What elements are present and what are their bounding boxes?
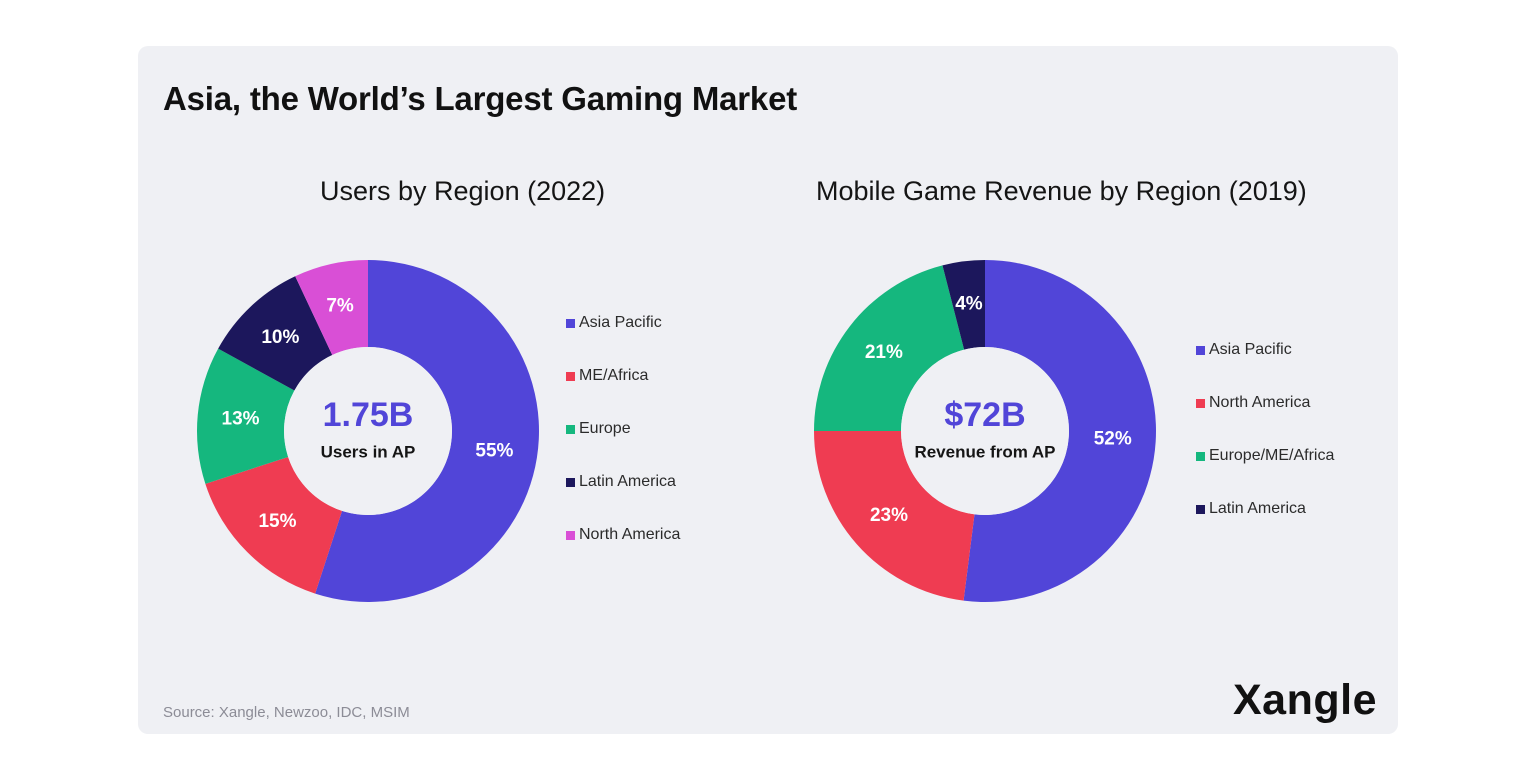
page-title: Asia, the World’s Largest Gaming Market (163, 80, 798, 117)
legend-label: Asia Pacific (579, 314, 662, 331)
legend-label: North America (1209, 394, 1311, 411)
slice-latin-america (218, 276, 333, 391)
slice-label-latin-america: 4% (955, 294, 983, 315)
slice-label-europe: 13% (222, 408, 260, 429)
slice-label-europe-me-africa: 21% (865, 342, 903, 363)
legend-item-europe-me-africa: Europe/ME/Africa (1196, 447, 1334, 500)
legend-item-latin-america: Latin America (566, 473, 680, 526)
slice-label-asia-pacific: 52% (1094, 429, 1132, 450)
legend-item-me-africa: ME/Africa (566, 367, 680, 420)
legend-item-north-america: North America (566, 526, 680, 579)
slice-europe (197, 348, 295, 484)
legend-swatch (1196, 346, 1205, 355)
legend-swatch (1196, 452, 1205, 461)
slice-label-asia-pacific: 55% (475, 441, 513, 462)
revenue-donut-chart: 52% 23% 21% 4% $72B Revenue from AP (814, 260, 1156, 602)
donut-hole (284, 347, 452, 515)
center-label: Revenue from AP (914, 443, 1055, 462)
chart-title-revenue: Mobile Game Revenue by Region (2019) (816, 176, 1307, 206)
legend-label: Europe/ME/Africa (1209, 447, 1335, 464)
xangle-logo: Xangle (1233, 676, 1377, 724)
infographic-card: Asia, the World’s Largest Gaming Market … (138, 46, 1398, 734)
slice-asia-pacific (963, 260, 1156, 602)
legend-label: Asia Pacific (1209, 341, 1292, 358)
slice-label-north-america: 23% (870, 505, 908, 526)
slice-label-latin-america: 10% (261, 327, 299, 348)
source-note: Source: Xangle, Newzoo, IDC, MSIM (163, 704, 410, 721)
center-label: Users in AP (321, 443, 416, 462)
legend-item-asia-pacific: Asia Pacific (566, 314, 680, 367)
legend-swatch (566, 372, 575, 381)
slice-europe-me-africa (814, 265, 965, 431)
legend-swatch (566, 478, 575, 487)
center-value: $72B (944, 396, 1025, 434)
legend-swatch (1196, 505, 1205, 514)
legend-label: Europe (579, 420, 631, 437)
center-value: 1.75B (323, 396, 414, 434)
legend-swatch (566, 319, 575, 328)
slice-north-america (295, 260, 368, 355)
slice-latin-america (942, 260, 985, 350)
legend-label: Latin America (1209, 500, 1306, 517)
users-donut-chart: 55% 15% 13% 10% 7% 1.75B Users in AP (197, 260, 540, 602)
users-legend: Asia Pacific ME/Africa Europe Latin America… (566, 314, 680, 579)
slice-north-america (814, 431, 975, 601)
slice-label-me-africa: 15% (258, 511, 296, 532)
slice-asia-pacific (315, 260, 540, 602)
legend-label: North America (579, 526, 681, 543)
legend-swatch (566, 531, 575, 540)
chart-title-users: Users by Region (2022) (320, 176, 606, 206)
legend-label: Latin America (579, 473, 676, 490)
legend-swatch (566, 425, 575, 434)
legend-label: ME/Africa (579, 367, 649, 384)
slice-me-africa (205, 456, 343, 594)
legend-item-north-america: North America (1196, 394, 1334, 447)
legend-item-asia-pacific: Asia Pacific (1196, 341, 1334, 394)
legend-item-latin-america: Latin America (1196, 500, 1334, 553)
legend-swatch (1196, 399, 1205, 408)
revenue-legend: Asia Pacific North America Europe/ME/Afric… (1196, 341, 1334, 553)
slice-label-north-america: 7% (326, 296, 354, 317)
legend-item-europe: Europe (566, 420, 680, 473)
donut-hole (901, 347, 1069, 515)
